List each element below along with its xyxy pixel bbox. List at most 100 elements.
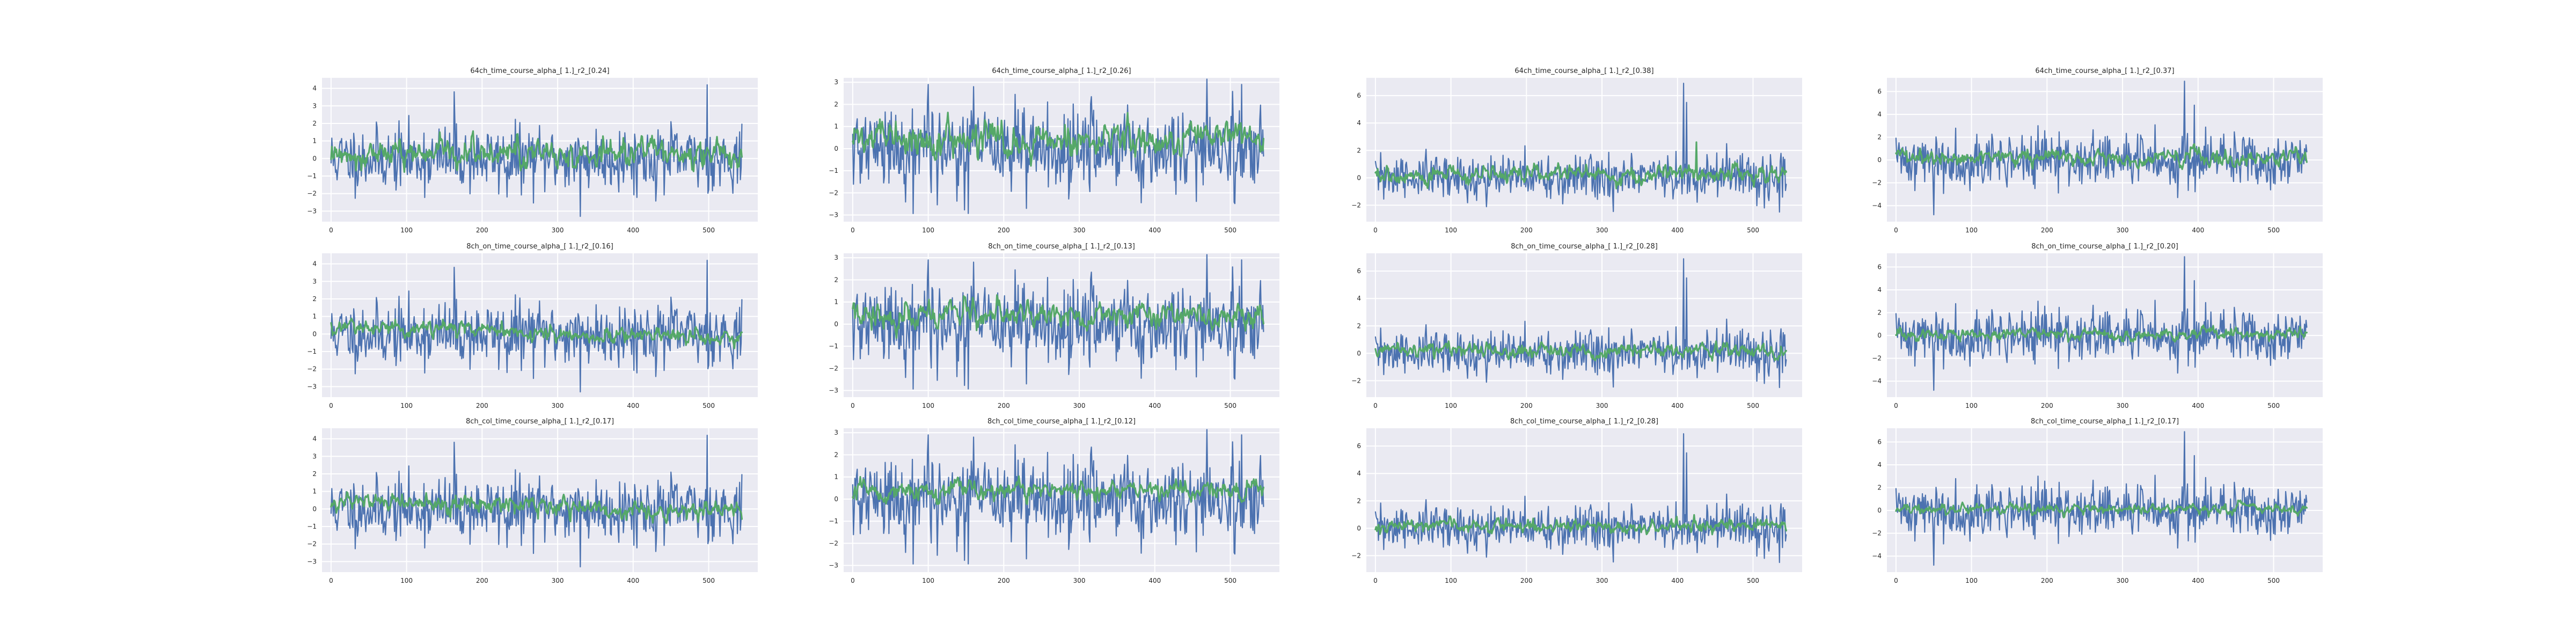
x-tick-label: 200 [998, 577, 1010, 584]
x-tick-label: 100 [1965, 577, 1978, 584]
y-tick-label: 6 [1877, 264, 1882, 271]
plot-area [1366, 428, 1802, 572]
y-tick-label: 2 [1877, 484, 1882, 492]
x-tick-label: 100 [400, 402, 413, 409]
x-tick-label: 200 [476, 577, 488, 584]
y-tick-label: −2 [1872, 530, 1882, 537]
y-tick-label: 0 [834, 145, 838, 152]
y-tick-label: 3 [834, 78, 838, 86]
y-tick-label: 1 [834, 123, 838, 130]
x-tick-label: 300 [552, 402, 564, 409]
x-tick-label: 100 [1445, 577, 1457, 584]
smoothed-series-line [1895, 499, 2308, 518]
subplot-title: 8ch_col_time_course_alpha_[ 1.]_r2_[0.12… [987, 418, 1136, 426]
x-tick-label: 200 [2041, 226, 2053, 234]
y-tick-label: −2 [1351, 201, 1361, 209]
y-tick-label: 1 [834, 473, 838, 481]
x-tick-label: 300 [2117, 226, 2129, 234]
x-tick-label: 200 [476, 402, 488, 409]
subplot-title: 8ch_on_time_course_alpha_[ 1.]_r2_[0.20] [2031, 243, 2178, 251]
x-tick-label: 200 [1520, 577, 1533, 584]
x-tick-label: 0 [1373, 577, 1378, 584]
y-tick-label: −4 [1872, 552, 1882, 560]
subplot: 0 100 200 300 400 500 −4 −2 0 2 4 6 8ch_on_time_cour… [1872, 243, 2323, 409]
smoothed-series-line [1374, 340, 1787, 362]
x-tick-label: 0 [329, 402, 333, 409]
subplot-title: 64ch_time_course_alpha_[ 1.]_r2_[0.24] [470, 67, 609, 75]
y-tick-label: 1 [834, 298, 838, 306]
subplot: 0 100 200 300 400 500 −3 −2 −1 0 1 2 3 4 64ch_time_cou… [307, 67, 758, 234]
y-tick-label: −1 [307, 523, 317, 530]
x-tick-label: 200 [998, 226, 1010, 234]
y-tick-label: 0 [312, 505, 317, 513]
x-tick-label: 0 [1894, 577, 1898, 584]
x-tick-label: 500 [702, 226, 715, 234]
subplot: 0 100 200 300 400 500 −3 −2 −1 0 1 2 3 4 8ch_col_time_… [307, 418, 758, 584]
y-tick-label: −2 [1351, 377, 1361, 384]
x-tick-label: 400 [2192, 402, 2204, 409]
x-tick-label: 0 [1894, 402, 1898, 409]
y-tick-label: −1 [307, 172, 317, 180]
x-tick-label: 300 [1596, 226, 1608, 234]
y-tick-label: −4 [1872, 202, 1882, 209]
subplot-grid: 0 100 200 300 400 500−3−2−10123464ch_time_cou… [307, 67, 2323, 584]
x-tick-label: 500 [1224, 402, 1236, 409]
x-tick-label: 100 [1445, 226, 1457, 234]
x-tick-label: 0 [1894, 226, 1898, 234]
y-tick-label: 0 [834, 495, 838, 503]
x-tick-label: 400 [2192, 577, 2204, 584]
smoothed-series-line [1895, 143, 2308, 170]
y-tick-label: 2 [834, 276, 838, 283]
signal-series-line [1895, 431, 2308, 566]
y-tick-label: 0 [1877, 156, 1882, 164]
subplot: 0 100 200 300 400 500 −3 −2 −1 0 1 2 3 8ch_on_time_co… [829, 243, 1279, 409]
y-tick-label: 2 [1357, 497, 1361, 504]
x-tick-label: 200 [998, 402, 1010, 409]
y-tick-label: −3 [829, 387, 838, 394]
x-tick-label: 400 [627, 577, 639, 584]
x-tick-label: 500 [2267, 226, 2280, 234]
x-tick-label: 200 [476, 226, 488, 234]
y-tick-label: 4 [312, 85, 317, 92]
x-tick-label: 0 [329, 577, 333, 584]
signal-series-line [1374, 258, 1787, 389]
y-tick-label: −3 [307, 558, 317, 565]
subplot-title: 8ch_col_time_course_alpha_[ 1.]_r2_[0.17… [466, 418, 614, 426]
x-tick-label: 500 [1747, 226, 1759, 234]
x-tick-label: 400 [1148, 577, 1161, 584]
subplot-title: 8ch_on_time_course_alpha_[ 1.]_r2_[0.13] [988, 243, 1135, 251]
y-tick-label: 6 [1357, 442, 1361, 450]
y-tick-label: −3 [307, 383, 317, 390]
y-tick-label: −1 [829, 167, 838, 174]
x-tick-label: 500 [1224, 577, 1236, 584]
smoothed-series-line [852, 294, 1264, 339]
y-tick-label: 2 [312, 295, 317, 303]
x-tick-label: 500 [2267, 577, 2280, 584]
y-tick-label: 1 [312, 488, 317, 495]
x-tick-label: 400 [2192, 226, 2204, 234]
subplot: 0 100 200 300 400 500 −2 0 2 4 6 8ch_on_time_course… [1351, 243, 1802, 409]
y-tick-label: 3 [834, 429, 838, 436]
y-tick-label: 2 [834, 100, 838, 108]
y-tick-label: 0 [1357, 349, 1361, 357]
x-tick-label: 400 [1671, 402, 1684, 409]
smoothed-series-line [1374, 514, 1787, 536]
x-tick-label: 0 [851, 226, 855, 234]
y-tick-label: −1 [307, 348, 317, 355]
y-tick-label: 6 [1357, 267, 1361, 275]
y-tick-label: −1 [829, 342, 838, 350]
y-tick-label: 2 [1877, 309, 1882, 317]
x-tick-label: 300 [1073, 402, 1086, 409]
y-tick-label: 6 [1357, 92, 1361, 99]
x-tick-label: 500 [2267, 402, 2280, 409]
y-tick-label: 4 [1877, 461, 1882, 469]
subplot-title: 64ch_time_course_alpha_[ 1.]_r2_[0.26] [992, 67, 1131, 75]
subplot-title: 8ch_col_time_course_alpha_[ 1.]_r2_[0.28… [1510, 418, 1658, 426]
subplot: 0 100 200 300 400 500 −4 −2 0 2 4 6 64ch_time_course… [1872, 67, 2323, 234]
y-tick-label: −2 [829, 189, 838, 196]
y-tick-label: 6 [1877, 438, 1882, 446]
y-tick-label: 0 [1357, 524, 1361, 532]
x-tick-label: 400 [1148, 402, 1161, 409]
y-tick-label: 2 [312, 120, 317, 127]
y-tick-label: 4 [312, 435, 317, 443]
